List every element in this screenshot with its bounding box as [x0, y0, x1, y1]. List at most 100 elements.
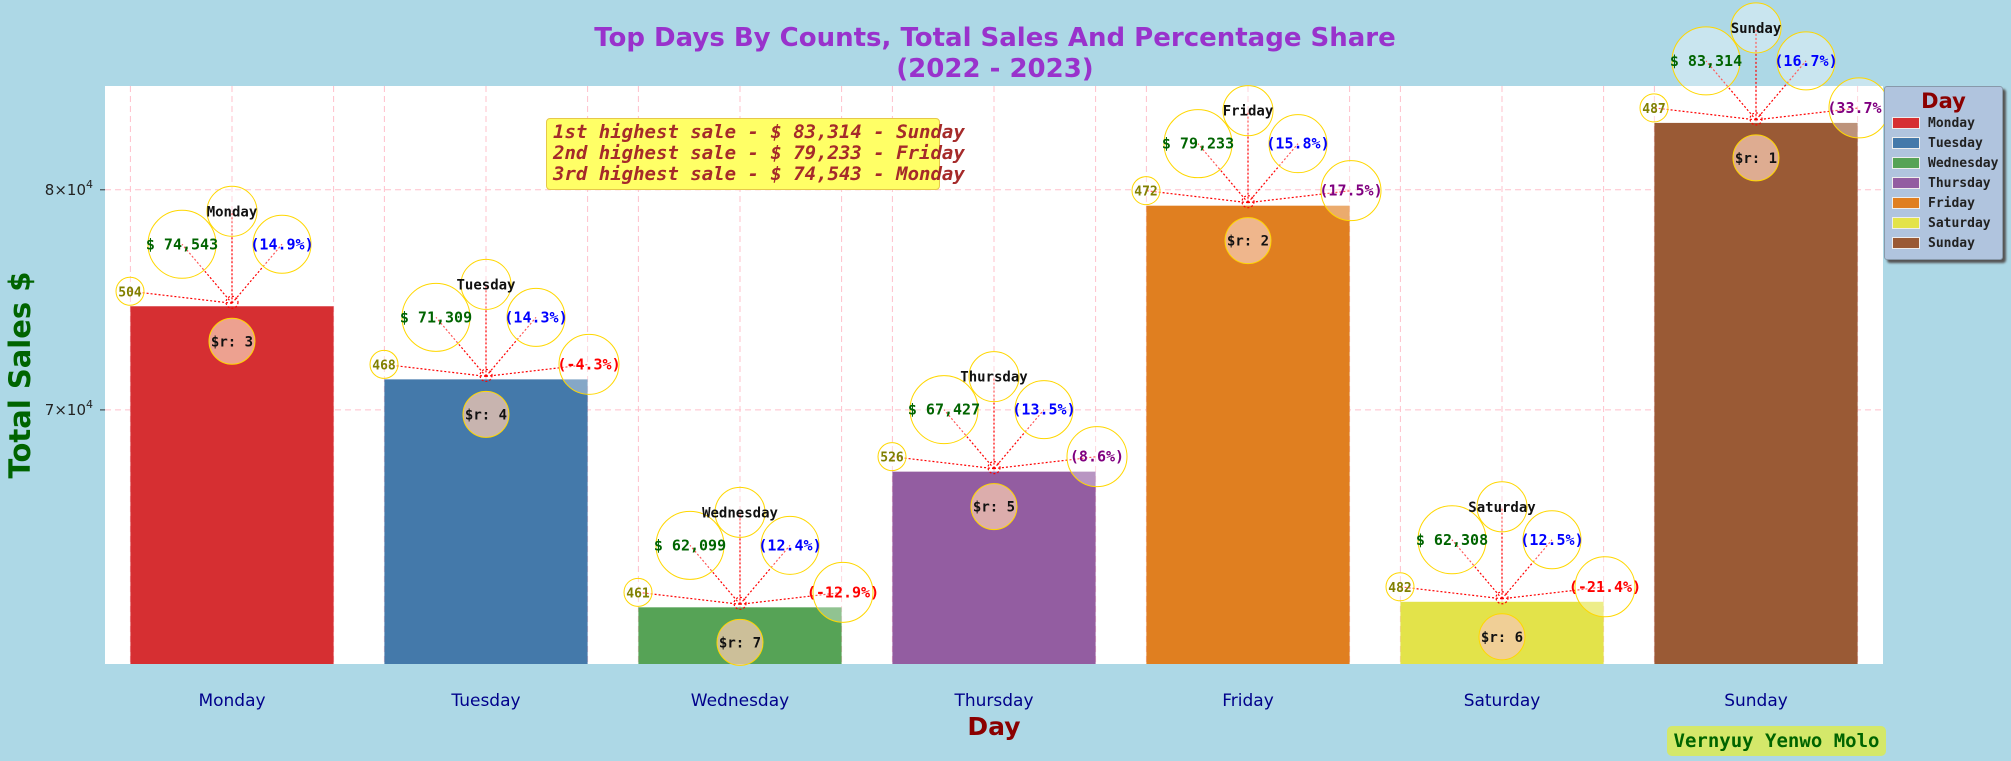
bar-annotation-wednesday: 461 $ 62,099 Wednesday (12.4%) (-12.9%) $r: 7	[623, 486, 879, 666]
connector-line	[1197, 143, 1249, 204]
legend-item-tuesday: Tuesday	[1892, 133, 2002, 153]
rank-label: $r: 5	[973, 500, 1015, 516]
legend-label: Monday	[1928, 115, 1975, 131]
change-label: (33.7%)	[1827, 99, 1890, 117]
connector-line	[1653, 107, 1757, 121]
connector-line	[637, 591, 741, 605]
count-label: 472	[1134, 185, 1157, 200]
label-bubble	[1163, 109, 1233, 179]
connector-line	[739, 544, 791, 605]
legend-label: Wednesday	[1928, 155, 1999, 171]
connector-line	[485, 363, 590, 377]
anchor-marker	[1749, 112, 1763, 126]
label-bubble	[1639, 93, 1669, 123]
y-axis: 7×104 8×104	[45, 178, 105, 419]
connector-line	[1501, 539, 1553, 600]
connector-line	[1399, 586, 1503, 600]
legend-item-thursday: Thursday	[1892, 173, 2002, 193]
y-axis-label: Total Sales $	[3, 272, 37, 479]
sales-label: $ 83,314	[1670, 52, 1742, 70]
change-label: (8.6%)	[1070, 448, 1124, 466]
label-bubble	[1732, 134, 1780, 182]
anchor-marker	[225, 295, 239, 309]
sales-label: $ 79,233	[1162, 135, 1234, 153]
bar-group-sunday	[1654, 122, 1858, 664]
x-tick-label: Monday	[198, 691, 265, 711]
bar-annotation-saturday: 482 $ 62,308 Saturday (12.5%) (-21.4%) $r: 6	[1385, 481, 1641, 661]
share-label: (12.4%)	[758, 536, 821, 554]
label-bubble	[1478, 613, 1526, 661]
sales-label: $ 74,543	[146, 235, 218, 253]
y-tick-label: 7×104	[45, 398, 93, 419]
anchor-marker	[479, 368, 493, 382]
legend-item-monday: Monday	[1892, 113, 2002, 133]
rank-label: $r: 7	[719, 635, 761, 651]
bar-monday	[130, 306, 334, 664]
connector-line	[181, 243, 233, 304]
day-label: Friday	[1223, 104, 1274, 120]
connector-line	[485, 316, 537, 377]
signature: Vernyuy Yenwo Molo	[1667, 726, 1886, 756]
bar-annotation-monday: 504 $ 74,543 Monday (14.9%) $r: 3	[115, 185, 314, 365]
share-label: (13.5%)	[1012, 401, 1075, 419]
legend-item-sunday: Sunday	[1892, 233, 2002, 253]
x-axis: Monday Tuesday Wednesday Thursday Friday Satu…	[198, 691, 1787, 711]
label-bubble	[623, 577, 653, 607]
connector-line	[231, 243, 283, 304]
count-label: 526	[880, 451, 904, 466]
label-bubble	[877, 442, 907, 472]
y-tick-label: 8×104	[45, 178, 93, 199]
rank-label: $r: 6	[1481, 630, 1523, 646]
label-bubble	[147, 209, 217, 279]
label-bubble	[1320, 160, 1382, 222]
legend-item-wednesday: Wednesday	[1892, 153, 2002, 173]
count-label: 487	[1642, 102, 1665, 117]
day-label: Tuesday	[456, 277, 516, 293]
label-bubble	[1417, 505, 1487, 575]
label-bubble	[716, 618, 764, 666]
annotation-line-3: 3rd highest sale - $ 74,543 - Monday	[553, 163, 965, 185]
label-bubble	[206, 185, 258, 237]
rank-label: $r: 1	[1735, 151, 1777, 167]
label-bubble	[760, 515, 820, 575]
label-bubble	[1574, 556, 1636, 618]
connector-line	[383, 363, 487, 377]
legend-label: Friday	[1928, 195, 1975, 211]
label-bubble	[812, 561, 874, 623]
count-label: 461	[626, 586, 650, 601]
bar-annotation-friday: 472 $ 79,233 Friday (15.8%) (17.5%) $r: 2	[1131, 85, 1383, 265]
connector-line	[1247, 190, 1352, 204]
label-bubble	[1730, 2, 1782, 54]
legend-swatch	[1892, 217, 1920, 229]
annotation-line-1: 1st highest sale - $ 83,314 - Sunday	[553, 121, 965, 143]
rank-label: $r: 4	[465, 407, 507, 423]
label-bubble	[1776, 31, 1836, 91]
connector-line	[891, 456, 995, 470]
legend-swatch	[1892, 137, 1920, 149]
change-label: (-21.4%)	[1569, 578, 1641, 596]
legend-swatch	[1892, 117, 1920, 129]
chart-title: Top Days By Counts, Total Sales And Perc…	[594, 23, 1396, 53]
top-sales-annotation: 1st highest sale - $ 83,314 - Sunday 2nd…	[546, 118, 965, 190]
connector-line	[1145, 190, 1249, 204]
bar-annotation-thursday: 526 $ 67,427 Thursday (13.5%) (8.6%) $r: 5	[877, 351, 1128, 531]
label-bubble	[970, 483, 1018, 531]
x-tick-label: Tuesday	[450, 691, 520, 711]
connector-line	[1755, 107, 1860, 121]
label-bubble	[1522, 510, 1582, 570]
share-label: (14.9%)	[250, 235, 313, 253]
bar-sunday	[1654, 122, 1858, 664]
label-bubble	[208, 317, 256, 365]
sales-label: $ 62,308	[1416, 531, 1488, 549]
label-bubble	[1131, 176, 1161, 206]
label-bubble	[1224, 217, 1272, 265]
label-bubble	[1476, 481, 1528, 533]
x-tick-label: Wednesday	[691, 691, 789, 711]
connector-line	[739, 591, 844, 605]
connector-line	[993, 456, 1098, 470]
label-bubble	[462, 390, 510, 438]
label-bubble	[252, 214, 312, 274]
label-bubble	[655, 510, 725, 580]
bar-group-friday	[1146, 205, 1350, 664]
